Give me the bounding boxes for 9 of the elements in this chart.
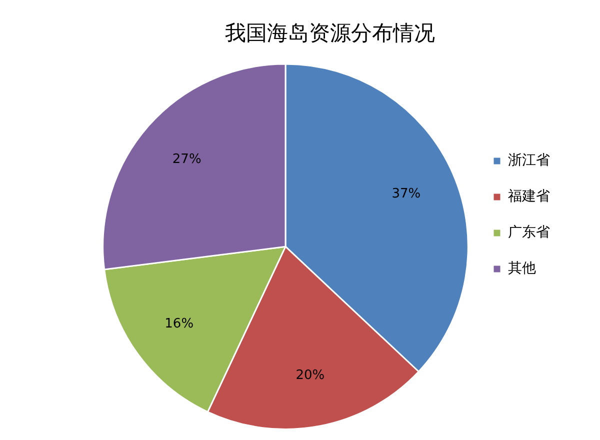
data-label: 16% bbox=[164, 316, 194, 332]
data-label: 27% bbox=[172, 152, 202, 168]
legend-label: 广东省 bbox=[508, 224, 550, 241]
chart-title: 我国海岛资源分布情况 bbox=[225, 21, 435, 46]
legend-label: 福建省 bbox=[508, 188, 550, 205]
data-label: 37% bbox=[392, 186, 421, 202]
legend-label: 浙江省 bbox=[508, 152, 550, 169]
legend-label: 其他 bbox=[508, 260, 536, 277]
data-label: 20% bbox=[296, 368, 325, 384]
